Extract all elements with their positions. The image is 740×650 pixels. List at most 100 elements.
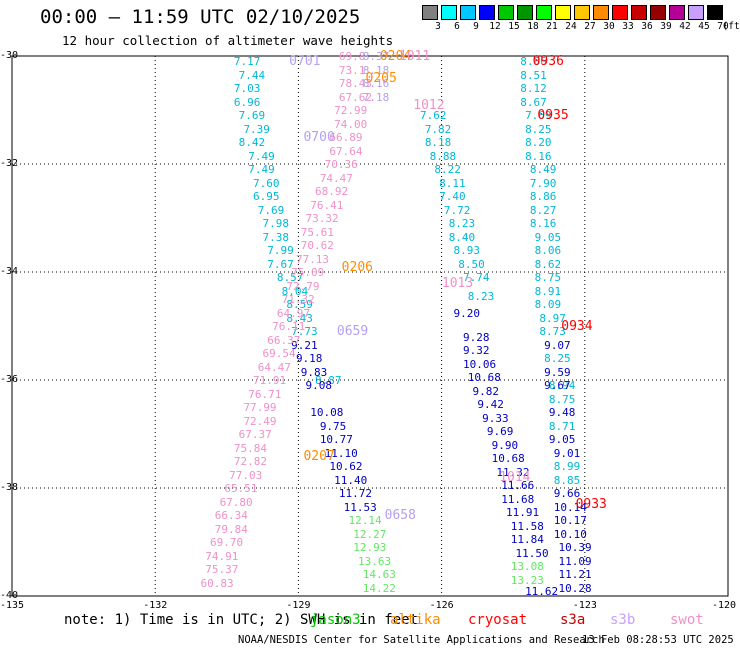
wave-height-value: 8.23 <box>448 217 476 231</box>
latitude-tick-label: -36 <box>0 374 19 385</box>
wave-height-value: 7.40 <box>439 190 466 204</box>
wave-height-value: 7.99 <box>267 244 294 258</box>
wave-height-value: 7.69 <box>238 109 266 123</box>
wave-height-value: 9.59 <box>544 365 571 379</box>
wave-height-value: 13.63 <box>358 554 392 568</box>
wave-height-value: 7.67 <box>267 257 294 271</box>
longitude-tick-label: -123 <box>572 600 597 611</box>
pass-time-label: 0658 <box>384 508 416 523</box>
wave-height-value: 12.14 <box>348 514 382 528</box>
wave-height-value: 9.83 <box>300 365 328 379</box>
wave-height-value: 7.73 <box>291 325 318 339</box>
wave-height-value: 71.32 <box>281 293 315 306</box>
wave-height-value: 7.03 <box>233 82 261 96</box>
longitude-tick-label: -129 <box>286 600 311 611</box>
wave-height-value: 77.03 <box>229 468 263 482</box>
wave-height-value: 9.67 <box>544 379 571 393</box>
wave-height-value: 66.34 <box>214 509 248 522</box>
wave-height-value: 11.58 <box>510 519 544 533</box>
legend-tick-label: 24 <box>565 21 577 32</box>
wave-height-value: 11.84 <box>510 533 544 547</box>
wave-height-value: 8.99 <box>553 460 581 474</box>
wave-height-value: 72.82 <box>233 455 268 468</box>
wave-height-value: 10.28 <box>558 581 592 595</box>
legend-tick-label: 27 <box>584 21 596 32</box>
wave-height-value: 72.79 <box>286 279 320 293</box>
satellite-legend-cryosat: cryosat <box>468 612 528 628</box>
legend-swatch <box>460 5 476 20</box>
pass-time-label: 0659 <box>336 324 369 340</box>
wave-height-value: 10.68 <box>467 371 501 385</box>
wave-height-value: 7.18 <box>362 90 390 104</box>
wave-height-value: 10.10 <box>553 527 587 541</box>
wave-height-value: 8.37 <box>362 50 390 63</box>
credit-line: NOAA/NESDIS Center for Satellite Applica… <box>238 634 605 646</box>
wave-height-value: 8.71 <box>548 419 576 433</box>
wave-height-value: 69.8 <box>338 50 366 63</box>
pass-time-label: 0934 <box>561 319 593 334</box>
wave-height-value: 6.96 <box>233 95 261 109</box>
pass-time-label: 0204 <box>379 49 412 64</box>
wave-height-value: 13.08 <box>510 560 544 574</box>
legend-tick-label: 6 <box>454 21 460 32</box>
wave-height-value: 76.41 <box>310 198 344 212</box>
wave-height-value: 8.42 <box>238 136 266 150</box>
wave-height-value: 7.90 <box>529 176 557 190</box>
wave-height-value: 8.91 <box>534 284 562 298</box>
wave-height-value: 8.25 <box>525 122 552 136</box>
wave-height-value: 13.23 <box>510 573 544 587</box>
pass-time-label: 0206 <box>341 259 373 275</box>
wave-height-value: 8.57 <box>276 271 304 285</box>
wave-height-value: 6.95 <box>252 190 280 204</box>
map-frame <box>11 55 729 597</box>
legend-tick-label: 9 <box>473 21 479 32</box>
legend-swatch <box>574 5 590 20</box>
satellite-legend-s3b: s3b <box>610 612 636 628</box>
wave-height-value: 72.99 <box>334 104 368 117</box>
wave-height-value: 76.11 <box>272 320 306 333</box>
map-subtitle: 12 hour collection of altimeter wave hei… <box>62 33 394 48</box>
wave-height-value: 8.22 <box>434 163 461 177</box>
wave-height-value: 8.18 <box>424 136 452 150</box>
wave-height-value: 7.39 <box>243 122 270 136</box>
wave-height-value: 67.62 <box>338 90 373 104</box>
legend-tick-label: 70 <box>717 21 729 32</box>
wave-height-value: 11.91 <box>505 506 540 520</box>
wave-height-value: 75.09 <box>291 266 325 279</box>
wave-height-value: 9.32 <box>463 344 490 358</box>
wave-height-value: 8.75 <box>548 392 576 406</box>
wave-height-value: 7.44 <box>238 68 266 82</box>
wave-height-value: 7.49 <box>248 163 275 177</box>
wave-height-value: 10.14 <box>553 500 587 514</box>
pass-time-label: 1013 <box>441 275 474 291</box>
wave-height-value: 10.39 <box>558 541 592 555</box>
wave-height-value: 8.86 <box>520 55 547 69</box>
wave-height-value: 8.23 <box>467 290 495 304</box>
wave-height-value: 10.06 <box>463 357 497 371</box>
wave-height-value: 7.72 <box>443 203 471 217</box>
wave-height-value: 8.97 <box>539 311 566 325</box>
wave-height-value: 8.88 <box>429 149 457 163</box>
wave-height-value: 8.67 <box>520 95 547 109</box>
legend-swatch <box>498 5 514 20</box>
wave-height-value: 70.62 <box>300 239 334 252</box>
wave-height-value: 9.08 <box>305 379 332 393</box>
legend-swatch <box>593 5 609 20</box>
wave-height-value: 77.13 <box>295 252 330 266</box>
pass-time-label: 1012 <box>413 97 445 113</box>
wave-height-value: 75.61 <box>300 225 334 239</box>
legend-tick-label: 15 <box>508 21 520 32</box>
legend-swatch <box>707 5 723 20</box>
legend-swatch <box>631 5 647 20</box>
pass-time-label: 1011 <box>398 49 431 64</box>
wave-height-value: 10.62 <box>329 460 363 474</box>
wave-height-value: 8.27 <box>529 203 557 217</box>
pass-time-label: 0935 <box>537 108 569 124</box>
wave-height-value: 66.37 <box>267 333 301 347</box>
legend-tick-label: 12 <box>489 21 501 32</box>
wave-height-value: 8.93 <box>453 244 480 258</box>
wave-height-value: 8.06 <box>534 244 562 258</box>
wave-height-value: 74.00 <box>334 117 368 131</box>
wave-height-value: 8.40 <box>448 230 476 244</box>
